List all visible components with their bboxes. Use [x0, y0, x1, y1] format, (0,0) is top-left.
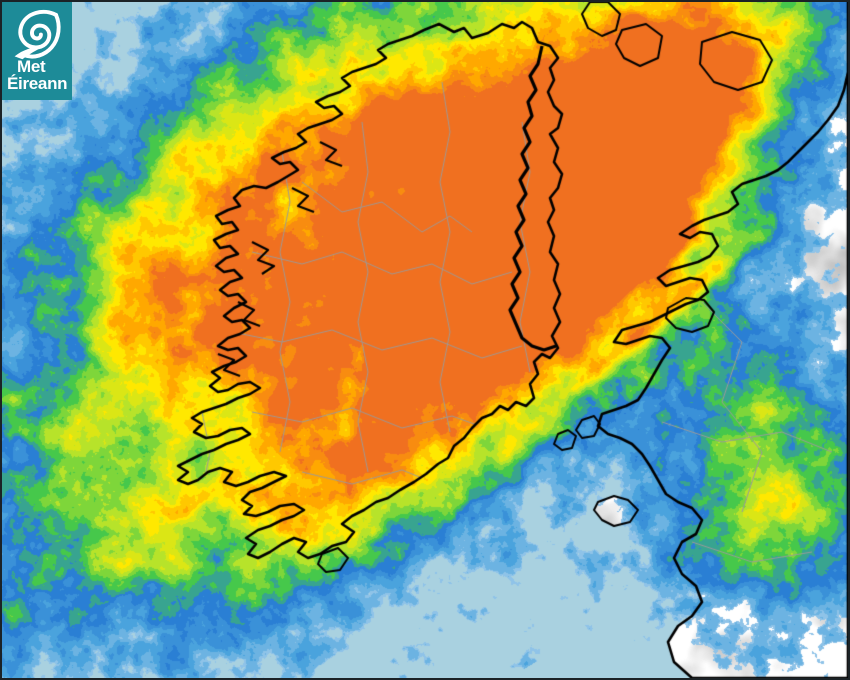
met-eireann-logo: Met Éireann: [2, 2, 72, 100]
logo-line-1: Met: [17, 57, 46, 76]
logo-line-2: Éireann: [7, 74, 68, 94]
met-eireann-spiral-logo-icon: [14, 10, 61, 60]
logo-wordmark: Met Éireann: [2, 58, 72, 93]
